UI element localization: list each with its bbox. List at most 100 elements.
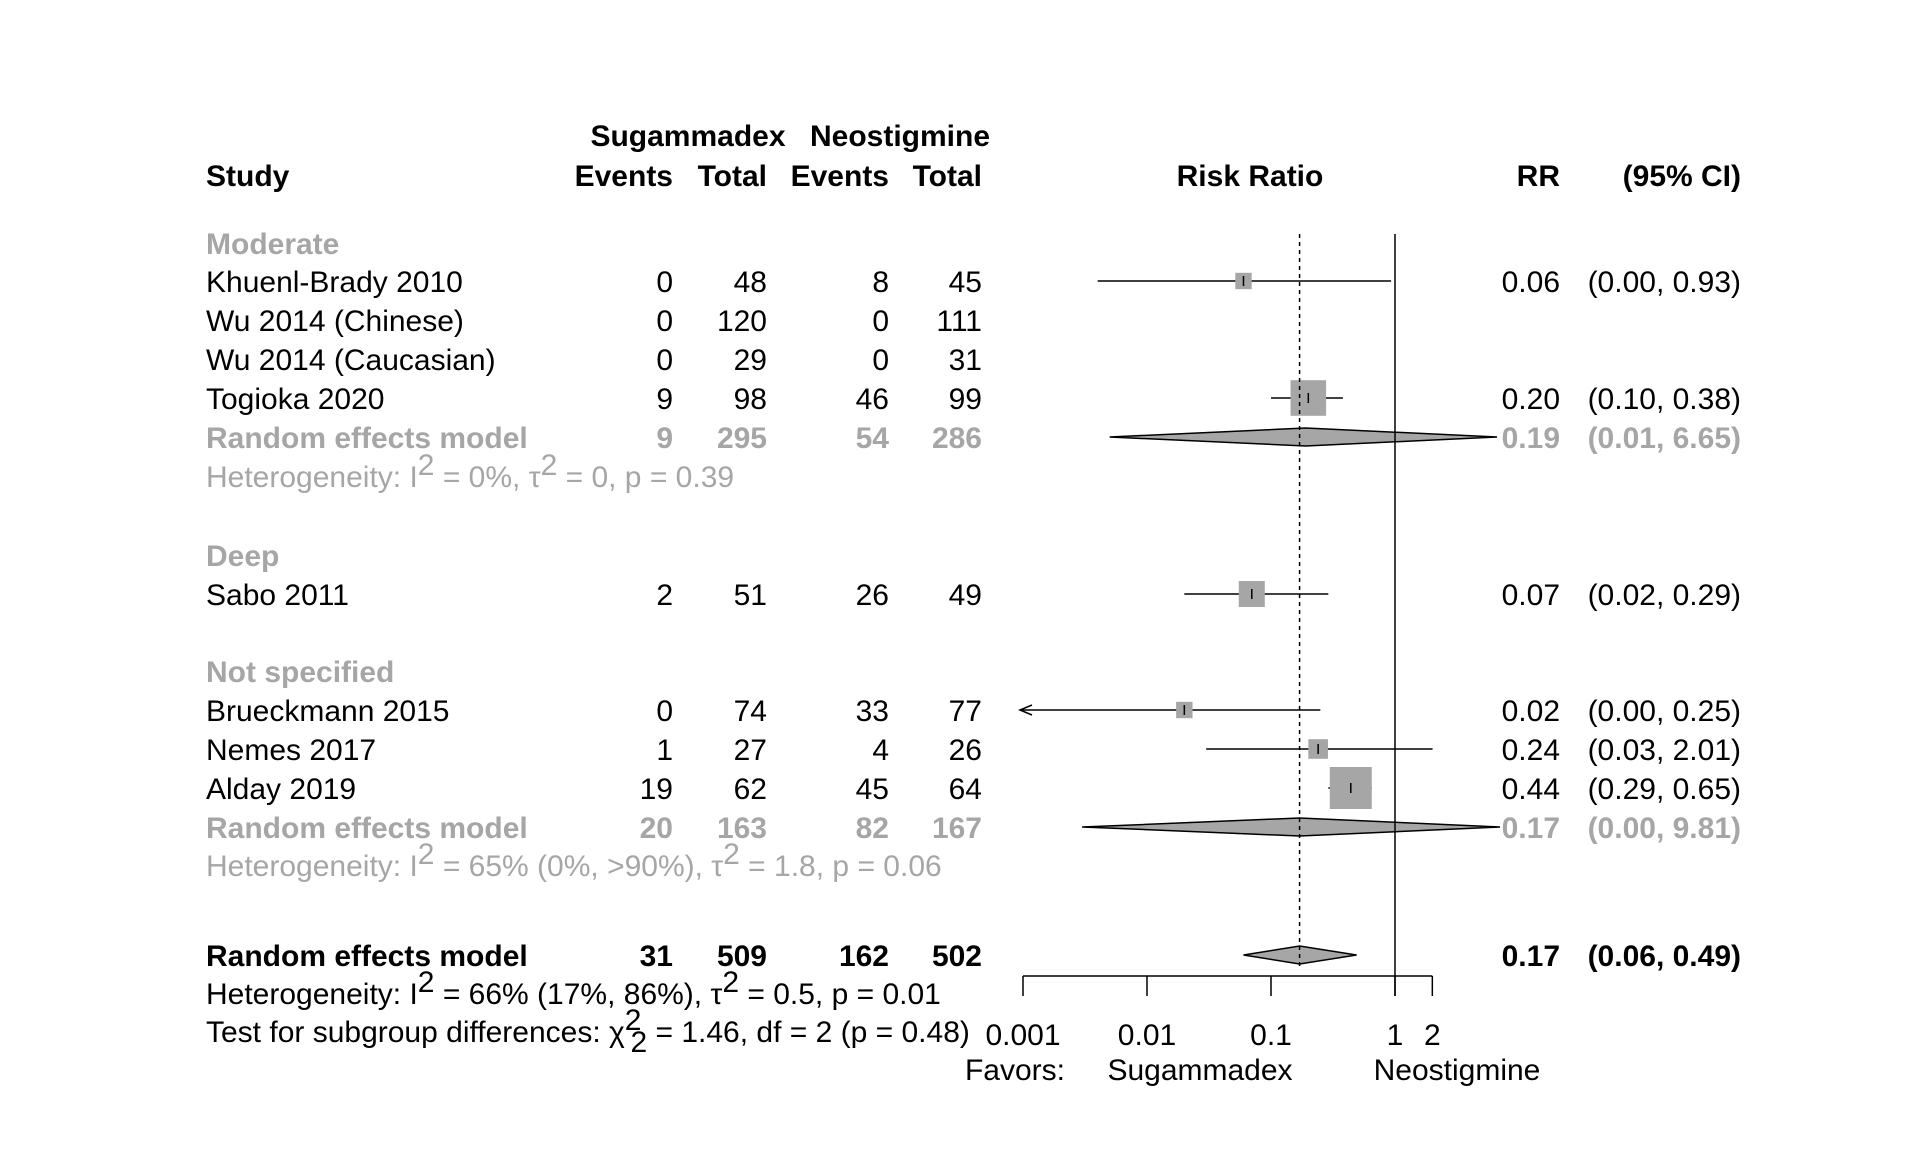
neo-total-value: 167 bbox=[932, 812, 982, 845]
sug-events-value: 2 bbox=[656, 579, 673, 612]
ci-arrow bbox=[1018, 704, 1033, 716]
neo-total-value: 99 bbox=[949, 383, 982, 416]
subgroup-diamond bbox=[1109, 427, 1498, 447]
sug-total-value: 29 bbox=[734, 344, 767, 377]
header-neo-events: Events bbox=[791, 160, 889, 193]
sug-events-value: 0 bbox=[656, 266, 673, 299]
ci-value: (0.03, 2.01) bbox=[1588, 734, 1741, 767]
sug-events-value: 9 bbox=[656, 422, 673, 455]
header-sug-events: Events bbox=[575, 160, 673, 193]
sug-total-value: 120 bbox=[717, 305, 767, 338]
rr-value: 0.07 bbox=[1502, 579, 1560, 612]
neo-events-value: 0 bbox=[872, 344, 889, 377]
axis-tick-label: 0.001 bbox=[985, 1019, 1060, 1052]
header-rr: RR bbox=[1517, 160, 1561, 193]
study-name: Wu 2014 (Chinese) bbox=[206, 305, 464, 338]
study-name: Wu 2014 (Caucasian) bbox=[206, 344, 496, 377]
ci-value: (0.01, 6.65) bbox=[1588, 422, 1741, 455]
subgroup-model-label: Random effects model bbox=[206, 812, 528, 845]
neo-total-value: 26 bbox=[949, 734, 982, 767]
sug-total-value: 98 bbox=[734, 383, 767, 416]
subgroup-diamond bbox=[1082, 817, 1501, 837]
ci-value: (0.10, 0.38) bbox=[1588, 383, 1741, 416]
neo-events-value: 4 bbox=[872, 734, 889, 767]
axis-tick-label: 0.01 bbox=[1118, 1019, 1176, 1052]
axis-tick-label: 1 bbox=[1387, 1019, 1404, 1052]
header-risk-ratio: Risk Ratio bbox=[1177, 160, 1324, 193]
neo-events-value: 45 bbox=[856, 773, 889, 806]
sug-events-value: 0 bbox=[656, 305, 673, 338]
rr-value: 0.06 bbox=[1502, 266, 1560, 299]
x-axis: 0.001 0.01 0.1 1 2 bbox=[985, 234, 1441, 1052]
sug-events-value: 19 bbox=[640, 773, 673, 806]
sug-events-value: 0 bbox=[656, 695, 673, 728]
sug-events-value: 20 bbox=[640, 812, 673, 845]
subgroup-heterogeneity: Heterogeneity: I2 = 0%, τ2 = 0, p = 0.39 bbox=[206, 449, 734, 494]
neo-events-value: 54 bbox=[856, 422, 890, 455]
header-neo-total: Total bbox=[913, 160, 982, 193]
ci-value: (0.00, 0.25) bbox=[1588, 695, 1741, 728]
rr-value: 0.20 bbox=[1502, 383, 1560, 416]
overall-neo-total: 502 bbox=[932, 940, 982, 973]
rr-value: 0.24 bbox=[1502, 734, 1560, 767]
header-neostigmine: Neostigmine bbox=[810, 120, 990, 153]
overall-label: Random effects model bbox=[206, 940, 528, 973]
header-ci: (95% CI) bbox=[1623, 160, 1741, 193]
rr-value: 0.02 bbox=[1502, 695, 1560, 728]
ci-value: (0.29, 0.65) bbox=[1588, 773, 1741, 806]
subgroup-model-label: Random effects model bbox=[206, 422, 528, 455]
favors-sugammadex: Sugammadex bbox=[1107, 1054, 1292, 1087]
sug-events-value: 1 bbox=[656, 734, 673, 767]
header-study: Study bbox=[206, 160, 290, 193]
sug-total-value: 295 bbox=[717, 422, 767, 455]
neo-events-value: 33 bbox=[856, 695, 889, 728]
group-heading: Deep bbox=[206, 540, 279, 573]
forest-rows: Moderate Khuenl-Brady 2010 0 48 8 45 0.06 (0.00… bbox=[206, 228, 1741, 965]
group-heading: Not specified bbox=[206, 656, 394, 689]
study-name: Togioka 2020 bbox=[206, 383, 384, 416]
sug-total-value: 163 bbox=[717, 812, 767, 845]
overall-neo-events: 162 bbox=[839, 940, 889, 973]
header-sug-total: Total bbox=[698, 160, 767, 193]
axis-tick-label: 0.1 bbox=[1250, 1019, 1292, 1052]
overall-ci: (0.06, 0.49) bbox=[1588, 940, 1741, 973]
sug-events-value: 0 bbox=[656, 344, 673, 377]
neo-events-value: 46 bbox=[856, 383, 889, 416]
favors-label: Favors: bbox=[965, 1054, 1065, 1087]
axis-tick-label: 2 bbox=[1424, 1019, 1441, 1052]
header-sugammadex: Sugammadex bbox=[590, 120, 785, 153]
study-name: Alday 2019 bbox=[206, 773, 356, 806]
neo-total-value: 45 bbox=[949, 266, 982, 299]
neo-events-value: 82 bbox=[856, 812, 889, 845]
neo-total-value: 111 bbox=[936, 305, 982, 338]
neo-total-value: 64 bbox=[949, 773, 982, 806]
ci-value: (0.00, 9.81) bbox=[1588, 812, 1741, 845]
overall-sug-total: 509 bbox=[717, 940, 767, 973]
sug-total-value: 27 bbox=[734, 734, 767, 767]
neo-total-value: 286 bbox=[932, 422, 982, 455]
subgroup-heterogeneity: Heterogeneity: I2 = 65% (0%, >90%), τ2 =… bbox=[206, 838, 942, 883]
sug-total-value: 74 bbox=[734, 695, 767, 728]
overall-sug-events: 31 bbox=[640, 940, 673, 973]
study-name: Khuenl-Brady 2010 bbox=[206, 266, 463, 299]
sug-total-value: 62 bbox=[734, 773, 767, 806]
neo-events-value: 8 bbox=[872, 266, 889, 299]
group-heading: Moderate bbox=[206, 228, 339, 261]
neo-total-value: 49 bbox=[949, 579, 982, 612]
sug-total-value: 48 bbox=[734, 266, 767, 299]
overall-heterogeneity: Heterogeneity: I2 = 66% (17%, 86%), τ2 =… bbox=[206, 966, 941, 1011]
neo-total-value: 31 bbox=[949, 344, 982, 377]
rr-value: 0.17 bbox=[1502, 812, 1560, 845]
subgroup-test: Test for subgroup differences: χ2 2 = 1.4… bbox=[206, 1004, 970, 1059]
sug-events-value: 9 bbox=[656, 383, 673, 416]
study-name: Sabo 2011 bbox=[206, 579, 349, 612]
study-name: Nemes 2017 bbox=[206, 734, 376, 767]
neo-total-value: 77 bbox=[949, 695, 982, 728]
ci-value: (0.02, 0.29) bbox=[1588, 579, 1741, 612]
neo-events-value: 26 bbox=[856, 579, 889, 612]
ci-value: (0.00, 0.93) bbox=[1588, 266, 1741, 299]
overall-rr: 0.17 bbox=[1502, 940, 1560, 973]
favors-neostigmine: Neostigmine bbox=[1374, 1054, 1541, 1087]
sug-total-value: 51 bbox=[734, 579, 767, 612]
